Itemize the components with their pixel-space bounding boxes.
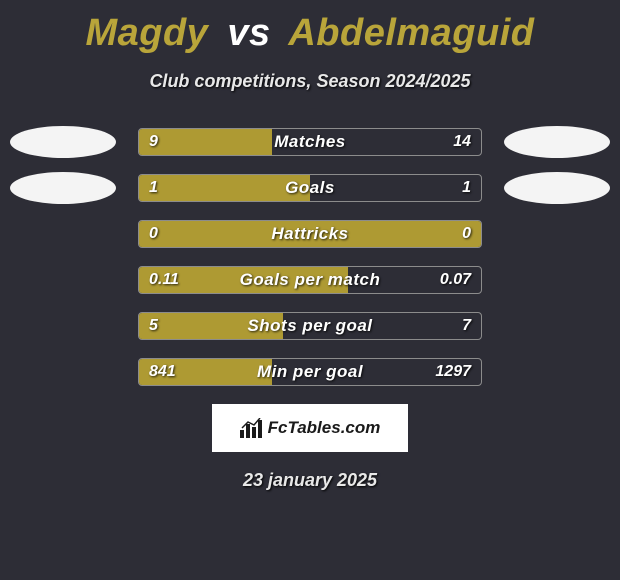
logo-text: FcTables.com xyxy=(268,418,381,438)
stat-label: Min per goal xyxy=(139,359,481,385)
stat-label: Goals per match xyxy=(139,267,481,293)
stat-row: 1Goals1 xyxy=(0,174,620,202)
stat-row: 0Hattricks0 xyxy=(0,220,620,248)
stat-bar: 5Shots per goal7 xyxy=(138,312,482,340)
date-stamp: 23 january 2025 xyxy=(0,470,620,491)
stat-value-right: 1297 xyxy=(435,359,471,385)
stat-row: 0.11Goals per match0.07 xyxy=(0,266,620,294)
player2-name: Abdelmaguid xyxy=(288,12,534,54)
vs-text: vs xyxy=(227,12,270,54)
stats-chart: 9Matches14 1Goals1 0Hattricks0 0.11Goals pe… xyxy=(0,128,620,386)
stat-row: 9Matches14 xyxy=(0,128,620,156)
stat-bar: 1Goals1 xyxy=(138,174,482,202)
team-badge-left xyxy=(10,172,116,204)
stat-value-right: 7 xyxy=(462,313,471,339)
stat-row: 841Min per goal1297 xyxy=(0,358,620,386)
team-badge-right xyxy=(504,172,610,204)
comparison-title: Magdy vs Abdelmaguid xyxy=(0,0,620,55)
subtitle: Club competitions, Season 2024/2025 xyxy=(0,71,620,92)
stat-value-right: 1 xyxy=(462,175,471,201)
stat-bar: 0.11Goals per match0.07 xyxy=(138,266,482,294)
player1-name: Magdy xyxy=(85,12,208,54)
stat-label: Matches xyxy=(139,129,481,155)
stat-label: Goals xyxy=(139,175,481,201)
stat-bar: 0Hattricks0 xyxy=(138,220,482,248)
stat-row: 5Shots per goal7 xyxy=(0,312,620,340)
team-badge-right xyxy=(504,126,610,158)
stat-value-right: 14 xyxy=(453,129,471,155)
stat-value-right: 0.07 xyxy=(440,267,471,293)
stat-bar: 9Matches14 xyxy=(138,128,482,156)
fctables-icon xyxy=(240,418,262,438)
stat-label: Shots per goal xyxy=(139,313,481,339)
logo-box: FcTables.com xyxy=(212,404,408,452)
stat-bar: 841Min per goal1297 xyxy=(138,358,482,386)
stat-value-right: 0 xyxy=(462,221,471,247)
stat-label: Hattricks xyxy=(139,221,481,247)
team-badge-left xyxy=(10,126,116,158)
